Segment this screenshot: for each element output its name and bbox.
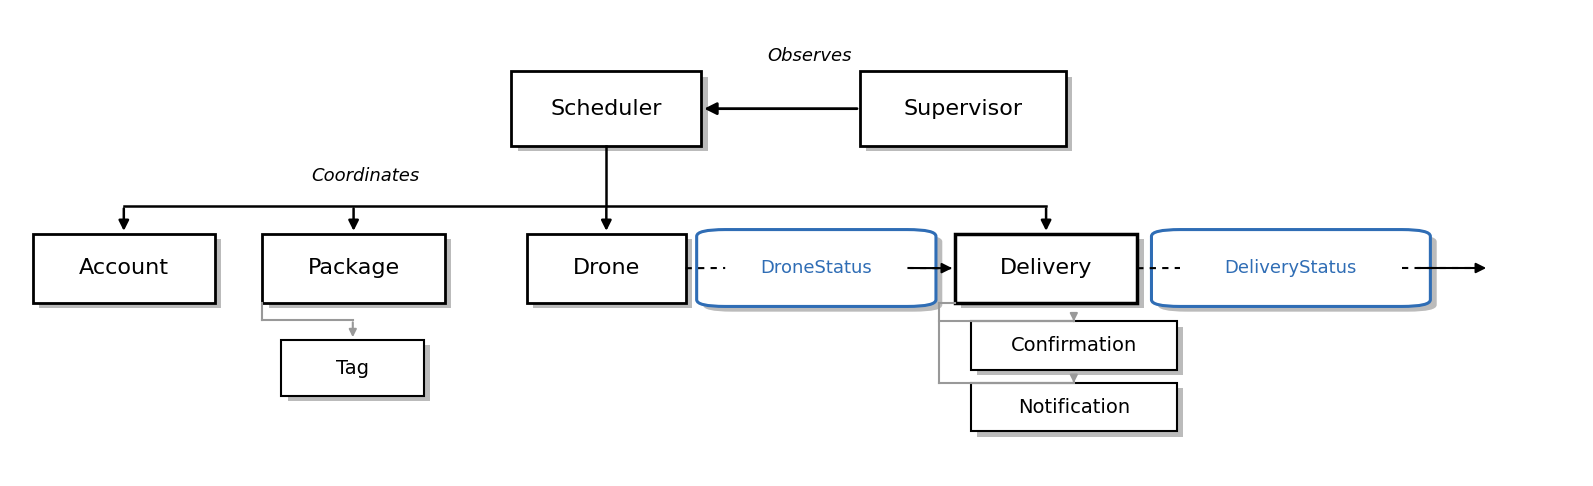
FancyBboxPatch shape: [269, 239, 451, 308]
FancyBboxPatch shape: [860, 71, 1066, 146]
Text: Confirmation: Confirmation: [1010, 336, 1137, 355]
FancyBboxPatch shape: [961, 239, 1144, 308]
Text: DroneStatus: DroneStatus: [760, 259, 873, 277]
FancyBboxPatch shape: [534, 239, 691, 308]
Text: Coordinates: Coordinates: [311, 167, 419, 185]
FancyBboxPatch shape: [977, 327, 1184, 375]
FancyBboxPatch shape: [954, 234, 1137, 303]
FancyBboxPatch shape: [511, 71, 701, 146]
Text: Package: Package: [307, 258, 400, 278]
Text: Delivery: Delivery: [1000, 258, 1093, 278]
Text: Drone: Drone: [573, 258, 640, 278]
Text: Scheduler: Scheduler: [551, 99, 663, 119]
FancyBboxPatch shape: [1158, 235, 1437, 312]
FancyBboxPatch shape: [977, 388, 1184, 437]
Text: DeliveryStatus: DeliveryStatus: [1225, 259, 1357, 277]
Text: Observes: Observes: [766, 48, 851, 66]
FancyBboxPatch shape: [696, 229, 937, 307]
FancyBboxPatch shape: [282, 340, 424, 396]
FancyBboxPatch shape: [40, 239, 221, 308]
Text: Account: Account: [78, 258, 169, 278]
FancyBboxPatch shape: [867, 77, 1072, 151]
FancyBboxPatch shape: [1152, 229, 1431, 307]
FancyBboxPatch shape: [263, 234, 444, 303]
FancyBboxPatch shape: [288, 345, 430, 401]
FancyBboxPatch shape: [970, 383, 1177, 432]
FancyBboxPatch shape: [970, 321, 1177, 370]
Text: Tag: Tag: [336, 359, 370, 378]
FancyBboxPatch shape: [703, 235, 943, 312]
Text: Supervisor: Supervisor: [903, 99, 1023, 119]
FancyBboxPatch shape: [518, 77, 707, 151]
FancyBboxPatch shape: [527, 234, 685, 303]
Text: Notification: Notification: [1018, 398, 1129, 417]
FancyBboxPatch shape: [33, 234, 215, 303]
